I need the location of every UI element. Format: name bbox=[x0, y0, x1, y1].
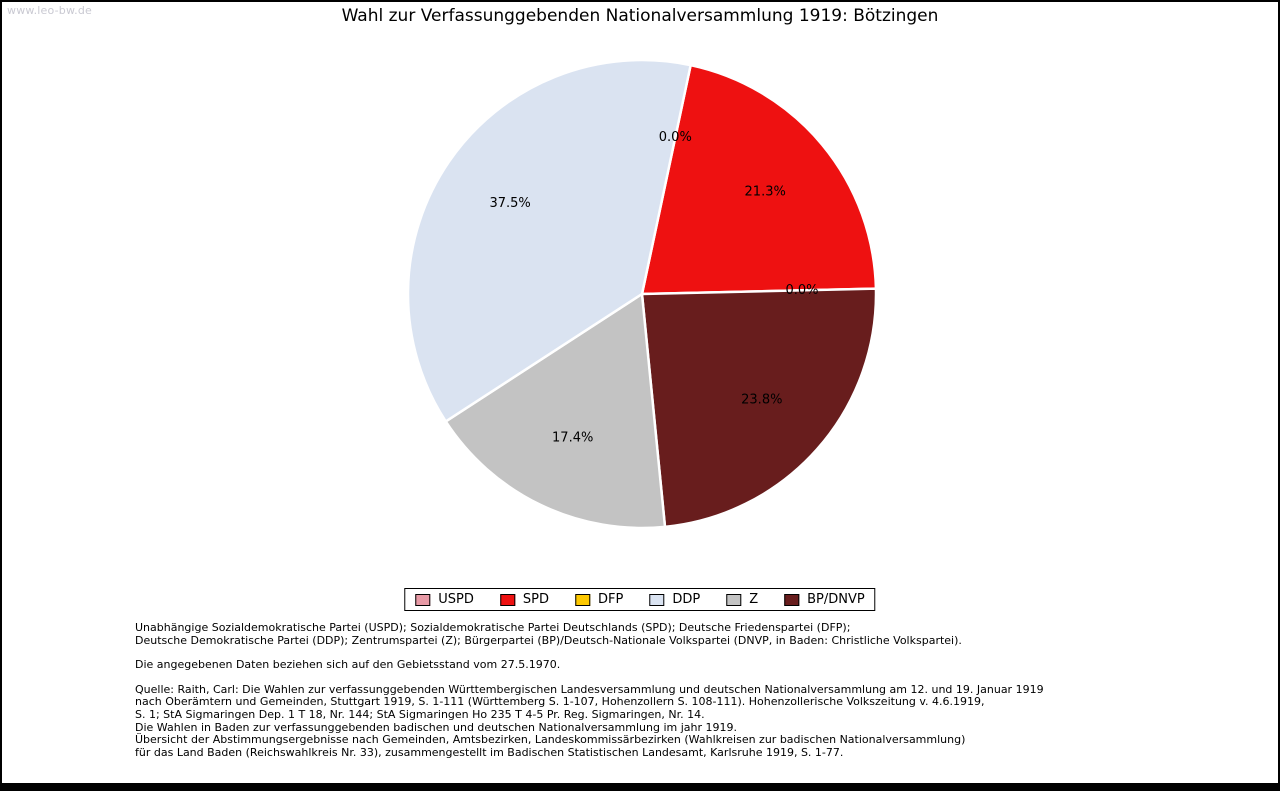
pie-chart: 0.0% 21.3% 0.0% 23.8% 17.4% 37.5% bbox=[2, 2, 1278, 586]
footnote-paragraph-3: Quelle: Raith, Carl: Die Wahlen zur verf… bbox=[135, 682, 1238, 760]
pie-slice-Z bbox=[444, 292, 667, 530]
legend-swatch-SPD bbox=[499, 593, 515, 606]
footnote-line: S. 1; StA Sigmaringen Dep. 1 T 18, Nr. 1… bbox=[135, 707, 705, 721]
legend-label: DFP bbox=[598, 592, 624, 607]
legend-label: SPD bbox=[522, 592, 550, 607]
chart-legend: USPD SPD DFP DDP Z BP/DNVP bbox=[404, 588, 876, 611]
legend-item-DFP: DFP bbox=[575, 592, 623, 607]
legend-label: DDP bbox=[672, 592, 701, 607]
footnote-line: Unabhängige Sozialdemokratische Partei (… bbox=[135, 621, 851, 634]
pie-chart-svg: 0.0% 21.3% 0.0% 23.8% 17.4% 37.5% bbox=[406, 58, 878, 530]
legend-item-DDP: DDP bbox=[649, 592, 700, 607]
footnote-line: Die Wahlen in Baden zur verfassunggebend… bbox=[135, 720, 738, 734]
legend-item-Z: Z bbox=[726, 592, 758, 607]
legend-swatch-DFP bbox=[575, 593, 591, 606]
pie-slice-label-SPD: 21.3% bbox=[745, 184, 786, 199]
watermark-leo-bw: www.leo-bw.de bbox=[7, 4, 93, 17]
footnote-paragraph-2: Die angegebenen Daten beziehen sich auf … bbox=[135, 659, 1238, 672]
pie-slice-BP-DNVP bbox=[640, 287, 878, 529]
legend-item-BP-DNVP: BP/DNVP bbox=[784, 592, 865, 607]
pie-slice-label-Z: 17.4% bbox=[552, 431, 593, 446]
pie-slice-label-USPD: 0.0% bbox=[659, 130, 692, 145]
pie-slice-SPD bbox=[640, 63, 878, 296]
pie-slice-label-DFP: 0.0% bbox=[785, 283, 818, 298]
legend-swatch-Z bbox=[726, 593, 742, 606]
footnote-line: Deutsche Demokratische Partei (DDP); Zen… bbox=[135, 633, 962, 647]
footnote-line: Die angegebenen Daten beziehen sich auf … bbox=[135, 658, 561, 672]
legend-label: Z bbox=[749, 592, 759, 607]
legend-label: USPD bbox=[438, 592, 474, 607]
pie-slice-label-DDP: 37.5% bbox=[489, 196, 530, 211]
footnote-line: Quelle: Raith, Carl: Die Wahlen zur verf… bbox=[135, 682, 1044, 696]
chart-title: Wahl zur Verfassunggebenden Nationalvers… bbox=[341, 6, 939, 26]
footnote-line: Übersicht der Abstimmungsergebnisse nach… bbox=[135, 733, 966, 747]
pie-slice-DDP bbox=[406, 58, 692, 423]
legend-label: BP/DNVP bbox=[807, 592, 865, 607]
legend-swatch-DDP bbox=[649, 593, 665, 606]
footnote-line: für das Land Baden (Reichswahlkreis Nr. … bbox=[135, 745, 844, 759]
legend-item-SPD: SPD bbox=[499, 592, 550, 607]
chart-footnotes: Unabhängige Sozialdemokratische Partei (… bbox=[135, 621, 1238, 771]
legend-item-USPD: USPD bbox=[415, 592, 474, 607]
footnote-paragraph-1: Unabhängige Sozialdemokratische Partei (… bbox=[135, 621, 1238, 647]
footnote-line: nach Oberämtern und Gemeinden, Stuttgart… bbox=[135, 695, 985, 709]
pie-slice-label-BP-DNVP: 23.8% bbox=[741, 393, 782, 408]
legend-swatch-BP-DNVP bbox=[784, 593, 800, 606]
legend-swatch-USPD bbox=[415, 593, 431, 606]
